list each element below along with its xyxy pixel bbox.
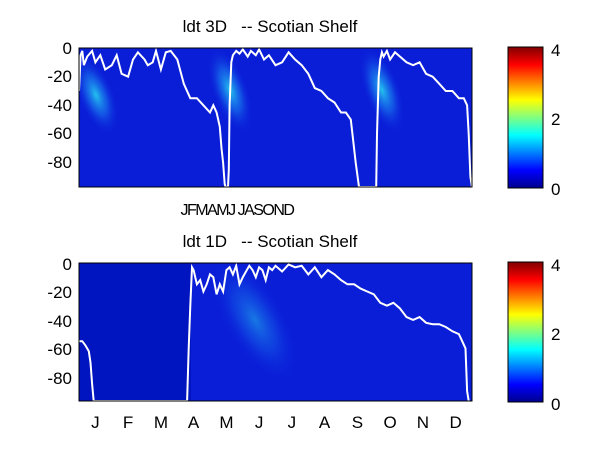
chart-ldt-1d: ldt 1D -- Scotian Shelf 0 -20 -40 -60 -8… [47,232,473,432]
colorbar-bottom: 4 2 0 [507,256,560,414]
chart-title: ldt 3D -- Scotian Shelf [183,17,358,36]
y-axis: 0 -20 -40 -60 -80 [47,255,72,388]
y-tick-label: -60 [47,340,72,359]
y-tick-label: 0 [63,39,72,58]
x-tick-label: A [188,413,200,432]
colorbar-tick-label: 4 [551,256,560,275]
heatmap-hotspot [211,263,299,383]
x-tick-label: J [255,413,264,432]
mixed-layer-depth-line [79,263,470,401]
x-tick-label: O [383,413,396,432]
colorbar [507,261,544,403]
chart-title: ldt 1D -- Scotian Shelf [183,232,358,251]
heatmap-background [79,48,472,187]
x-tick-label: M [219,413,233,432]
x-tick-label: D [449,413,461,432]
x-tick-label: M [154,413,168,432]
y-tick-label: -80 [47,153,72,172]
colorbar-tick-label: 0 [551,180,560,199]
x-tick-label: J [91,413,100,432]
y-tick-label: -60 [47,124,72,143]
y-axis: 0 -20 -40 -60 -80 [47,39,72,172]
heatmap-hotspot [359,48,405,133]
y-tick-label: -40 [47,312,72,331]
colorbar-tick-label: 2 [551,325,560,344]
x-tick-label: JFMAMJ JASOND [181,202,295,219]
y-tick-label: 0 [63,255,72,274]
plot-frame [78,262,473,402]
colorbar [507,46,544,189]
y-tick-label: -20 [47,283,72,302]
y-tick-label: -40 [47,96,72,115]
y-tick-label: -20 [47,67,72,86]
heatmap-low-region [79,263,191,401]
colorbar-tick-label: 4 [551,41,560,60]
colorbar-tick-label: 0 [551,395,560,414]
heatmap-area [79,263,472,401]
heatmap-hotspot [79,55,119,135]
x-tick-label: N [417,413,429,432]
mixed-layer-depth-line [79,48,472,187]
y-tick-label: -80 [47,369,72,388]
x-tick-label: S [352,413,363,432]
x-tick-label: F [123,413,133,432]
heatmap-area [79,48,472,187]
plot-frame [78,47,473,188]
x-tick-label: A [319,413,331,432]
chart-ldt-3d: ldt 3D -- Scotian Shelf 0 -20 -40 -60 -8… [47,17,473,219]
x-tick-label: J [288,413,297,432]
colorbar-top: 4 2 0 [507,41,560,199]
colorbar-tick-label: 2 [551,110,560,129]
